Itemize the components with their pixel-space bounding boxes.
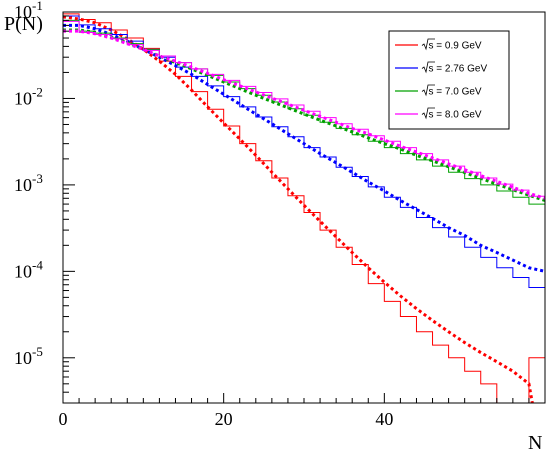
y-tick-exponent: -2 (32, 84, 43, 99)
legend-sqrt-var: s (429, 87, 434, 98)
x-tick-label: 0 (59, 409, 68, 429)
y-tick-base: 10 (14, 175, 32, 195)
y-tick-label: 10-2 (14, 84, 43, 108)
legend-sqrt-var: s (429, 110, 434, 121)
legend-energy: = 0.9 GeV (434, 41, 482, 52)
x-tick-label: 20 (215, 409, 233, 429)
y-tick-exponent: -5 (32, 344, 43, 359)
legend-box (388, 30, 510, 130)
sqrt-icon (421, 38, 435, 51)
series-layer (63, 13, 545, 403)
legend-label: s = 0.9 GeV (429, 41, 482, 52)
legend-energy: = 7.0 GeV (434, 87, 482, 98)
ticks-layer (62, 11, 546, 404)
y-tick-label: 10-4 (14, 257, 43, 281)
legend-sqrt-var: s (429, 41, 434, 52)
y-tick-base: 10 (14, 261, 32, 281)
legend-sqrt-var: s (429, 64, 434, 75)
sqrt-icon (421, 61, 435, 74)
legend-label: s = 2.76 GeV (429, 64, 488, 75)
y-tick-label: 10-1 (14, 0, 43, 22)
y-tick-exponent: -3 (32, 171, 43, 186)
legend-label: s = 8.0 GeV (429, 110, 482, 121)
y-tick-label: 10-5 (14, 344, 43, 368)
histogram-series-3 (63, 20, 545, 202)
y-axis-title: P(N) (4, 13, 43, 35)
y-tick-label: 10-3 (14, 171, 43, 195)
sqrt-icon (421, 107, 435, 120)
fit-series-0 (63, 15, 534, 403)
y-tick-base: 10 (14, 88, 32, 108)
x-axis-title: N (528, 432, 542, 454)
legend-energy: = 2.76 GeV (434, 64, 488, 75)
fit-series-3 (63, 29, 545, 200)
y-tick-base: 10 (14, 2, 32, 22)
y-tick-exponent: -1 (32, 0, 43, 13)
y-tick-base: 10 (14, 348, 32, 368)
sqrt-icon (421, 84, 435, 97)
y-tick-exponent: -4 (32, 257, 43, 272)
x-tick-label: 40 (375, 409, 393, 429)
legend-energy: = 8.0 GeV (434, 110, 482, 121)
legend-label: s = 7.0 GeV (429, 87, 482, 98)
